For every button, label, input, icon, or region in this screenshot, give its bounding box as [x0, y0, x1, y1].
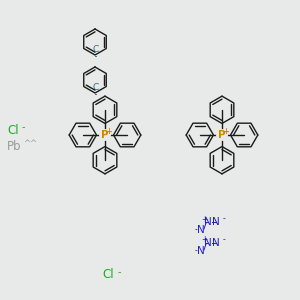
Text: +: + [201, 214, 207, 224]
Text: N: N [212, 217, 220, 227]
Text: +: + [222, 127, 229, 136]
Text: P: P [218, 130, 226, 140]
Text: Cl: Cl [7, 124, 19, 136]
Text: N: N [204, 238, 212, 248]
Text: ^^: ^^ [23, 139, 37, 148]
Text: ·: · [94, 89, 98, 103]
Circle shape [217, 130, 227, 140]
Text: C: C [93, 44, 99, 53]
Text: +: + [105, 127, 112, 136]
Text: -: - [118, 267, 122, 277]
Text: +: + [201, 236, 207, 244]
Text: ·: · [94, 52, 98, 64]
Text: -: - [195, 247, 197, 256]
Text: P: P [101, 130, 109, 140]
Text: -: - [195, 226, 197, 235]
Text: C: C [93, 82, 99, 91]
Text: -: - [223, 214, 225, 224]
Circle shape [100, 130, 110, 140]
Text: -: - [22, 122, 26, 132]
Text: -: - [223, 236, 225, 244]
Text: N: N [197, 246, 205, 256]
Text: Cl: Cl [102, 268, 114, 281]
Text: N: N [212, 238, 220, 248]
Text: N: N [197, 225, 205, 235]
Text: Pb: Pb [7, 140, 22, 154]
Text: N: N [204, 217, 212, 227]
